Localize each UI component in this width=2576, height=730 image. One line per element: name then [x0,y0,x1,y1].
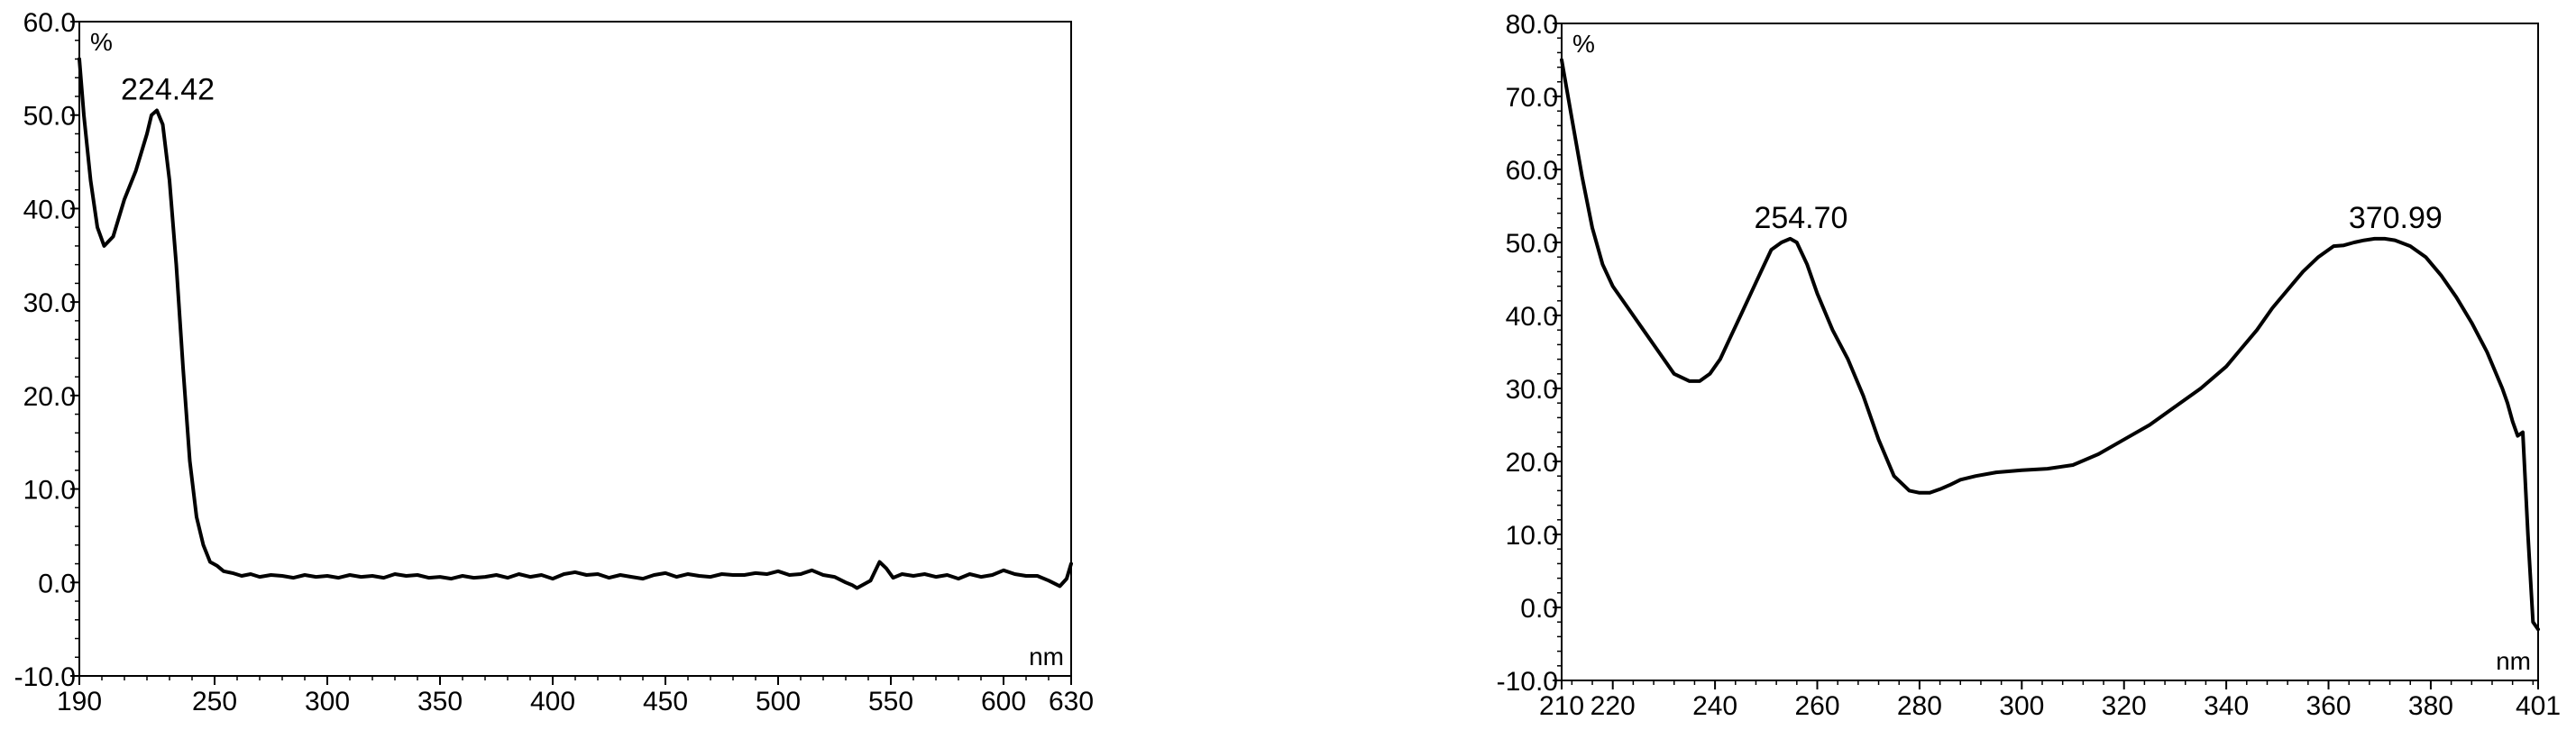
x-tick-label: 260 [1794,691,1839,721]
y-tick-label: 10.0 [1506,521,1558,551]
x-tick-label: 210 [1539,691,1584,721]
uv-spectrum-chart-right: -10.0 0.0 10.0 20.0 30.0 40.0 50.0 60.0 70.0 80.0… [1289,0,2576,730]
x-tick-label: 300 [1999,691,2044,721]
y-tick-label: -10.0 [1497,667,1558,697]
x-tick-label: 250 [192,687,237,716]
x-unit-label: nm [1029,643,1064,671]
y-tick-label: 30.0 [1506,375,1558,405]
uv-spectrum-chart-left: -10.0 0.0 10.0 20.0 30.0 40.0 50.0 60.0 190 250 30… [14,8,1094,716]
x-tick-label: 190 [57,687,102,716]
y-tick-label: 0.0 [38,569,76,598]
plot-frame [78,21,1072,677]
x-tick-label: 340 [2204,691,2249,721]
y-tick-label: -10.0 [14,662,76,692]
chart-left-svg: -10.0 0.0 10.0 20.0 30.0 40.0 50.0 60.0 190 250 30… [14,8,1094,716]
y-unit-label: % [90,28,113,56]
y-tick-label: 50.0 [23,102,76,132]
x-tick-label: 240 [1692,691,1737,721]
x-tick-label: 360 [2306,691,2351,721]
y-tick-label: 0.0 [1520,594,1558,624]
x-tick-label: 401 [2516,691,2561,721]
y-tick-label: 60.0 [23,8,76,38]
x-tick-label: 400 [530,687,575,716]
x-tick-label: 350 [417,687,463,716]
x-tick-label: 450 [643,687,688,716]
y-tick-label: 40.0 [1506,302,1558,332]
x-tick-label: 630 [1049,687,1094,716]
x-tick-label: 600 [981,687,1026,716]
y-tick-label: 50.0 [1506,229,1558,259]
x-tick-label: 380 [2408,691,2453,721]
x-tick-label: 280 [1897,691,1942,721]
peak-label: 370.99 [2349,201,2443,235]
x-tick-label: 500 [756,687,801,716]
plot-frame [1561,23,2539,681]
y-tick-label: 70.0 [1506,83,1558,113]
y-tick-label: 30.0 [23,288,76,318]
y-tick-label: 40.0 [23,195,76,224]
x-tick-label: 550 [868,687,913,716]
x-tick-label: 320 [2102,691,2147,721]
y-tick-label: 20.0 [23,382,76,412]
spectrum-line [78,57,1073,590]
y-unit-label: % [1572,30,1595,58]
y-tick-label: 10.0 [23,476,76,506]
y-tick-label: 80.0 [1506,10,1558,40]
x-tick-label: 300 [305,687,350,716]
x-tick-label: 220 [1591,691,1636,721]
y-tick-label: 20.0 [1506,448,1558,478]
spectrum-line [1560,58,2540,632]
y-tick-label: 60.0 [1506,156,1558,186]
peak-label: 224.42 [121,73,215,107]
x-unit-label: nm [2496,647,2531,675]
chart-right-svg: -10.0 0.0 10.0 20.0 30.0 40.0 50.0 60.0 70.0 80.0… [1497,10,2561,721]
peak-label: 254.70 [1754,201,1847,235]
